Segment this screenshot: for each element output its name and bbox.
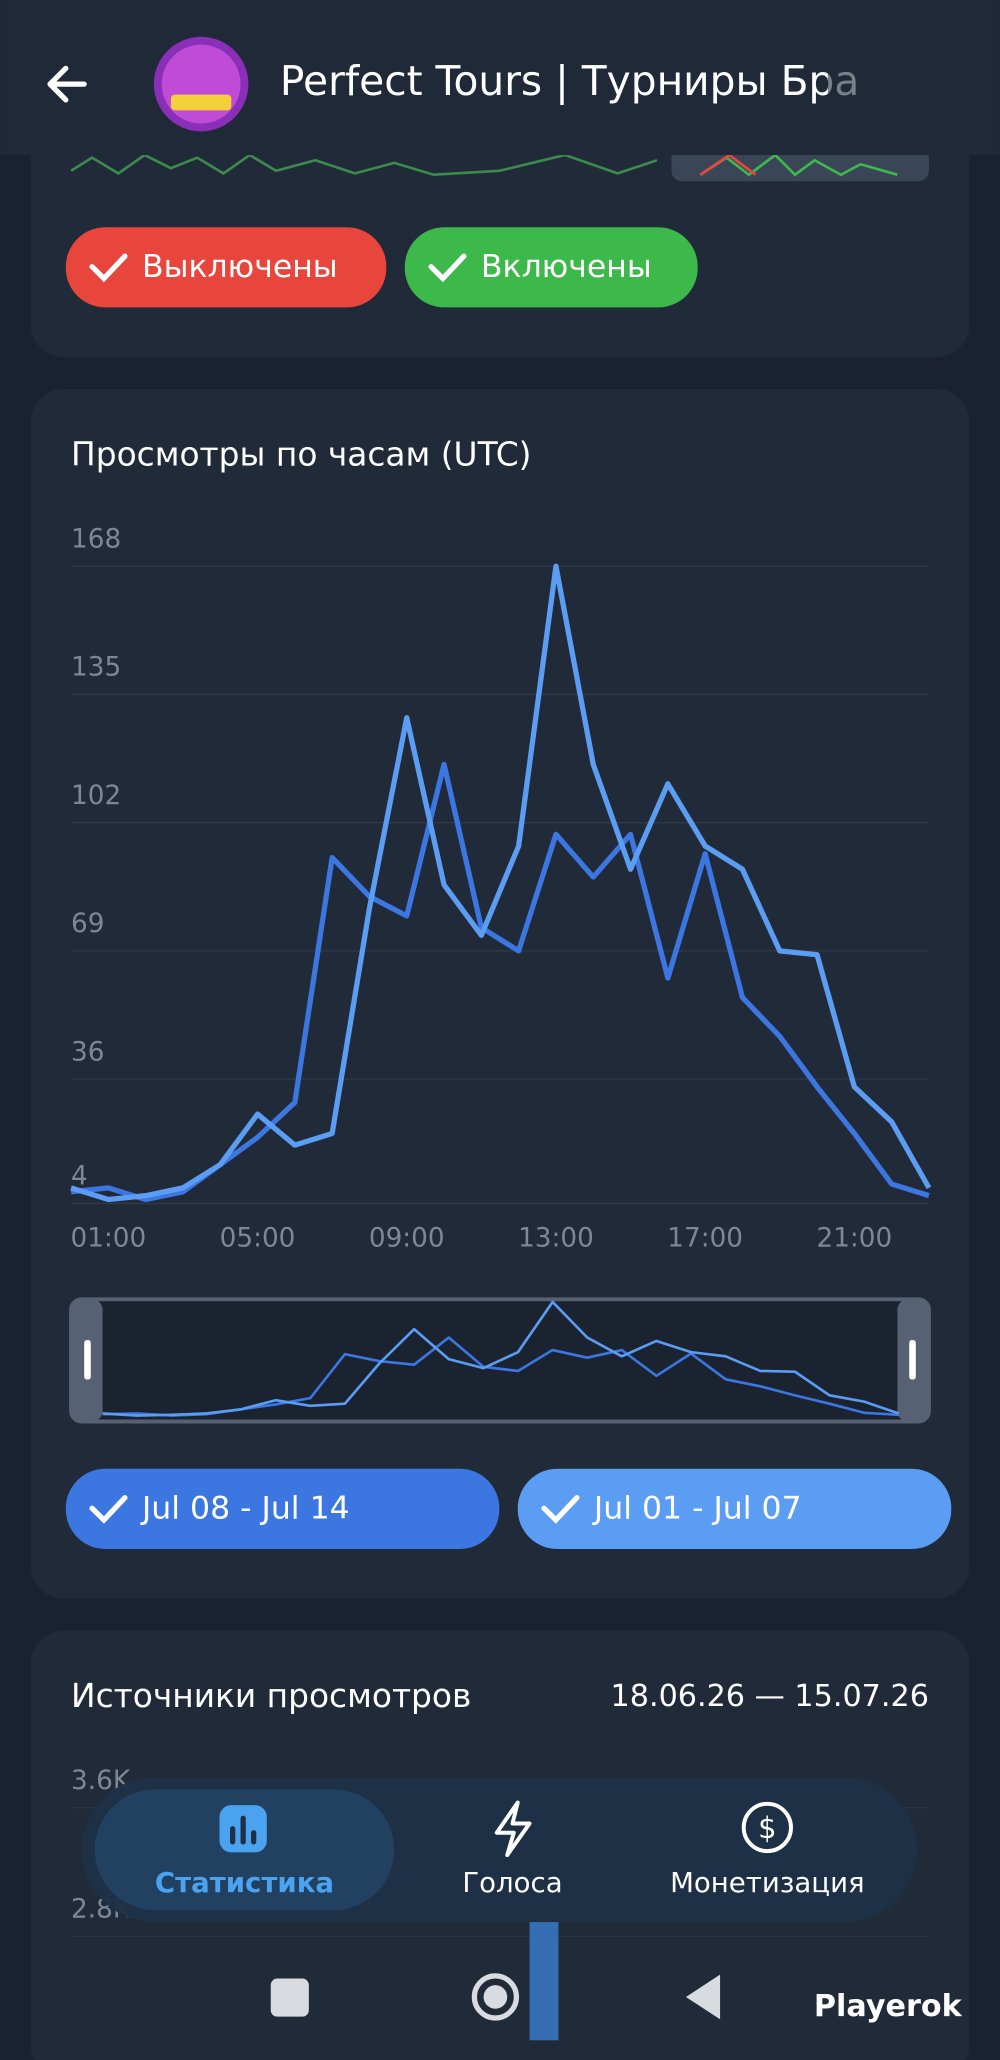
watermark: Playerok [814, 1989, 963, 2024]
back-button[interactable] [47, 65, 87, 103]
x-tick-label: 05:00 [220, 1223, 296, 1253]
x-tick-label: 09:00 [369, 1223, 445, 1253]
legend-item[interactable]: Jul 08 - Jul 14 [65, 1468, 500, 1549]
tab-label[interactable]: Голоса [462, 1866, 562, 1899]
y-tick-label: 168 [71, 524, 121, 554]
y-tick-label: 4 [71, 1162, 88, 1192]
plot: 4 36 69 102 135 168 01:00 05:00 09:00 13:00 17:00 2… [70, 524, 932, 1253]
chip-label: Включены [481, 249, 652, 285]
check-icon [428, 253, 467, 283]
tab-label[interactable]: Статистика [155, 1866, 334, 1899]
home-button[interactable] [471, 1973, 520, 2021]
chip[interactable] [404, 227, 698, 308]
mini-chart-decor [699, 153, 898, 177]
title-fade [827, 26, 894, 142]
filter-on[interactable]: Включены [404, 227, 698, 308]
section-title: Источники просмотров [71, 1677, 471, 1715]
navigator-lines [102, 1300, 900, 1417]
y-tick-label: 102 [71, 781, 121, 811]
check-icon [89, 1495, 128, 1524]
chart-title: Просмотры по часам (UTC) [71, 435, 531, 473]
chip-label: Выключены [142, 249, 338, 285]
y-tick-label: 36 [71, 1037, 104, 1067]
back-nav-button[interactable] [685, 1974, 721, 2020]
money-icon[interactable] [741, 1801, 793, 1854]
avatar-inner [161, 44, 241, 124]
legend-chip[interactable] [65, 1468, 500, 1549]
tab-label[interactable]: Монетизация [670, 1866, 865, 1899]
legend-item[interactable]: Jul 01 - Jul 07 [517, 1468, 952, 1549]
avatar-logo [170, 94, 232, 111]
scroll-indicator [529, 1922, 559, 2041]
votes-icon[interactable] [494, 1800, 532, 1858]
filter-off[interactable]: Выключены [65, 227, 387, 308]
mini-chart-decor [70, 153, 658, 177]
y-tick-label: 69 [71, 909, 104, 939]
navigator-line [102, 1300, 900, 1417]
handle-grip [84, 1340, 91, 1380]
x-tick-label: 21:00 [816, 1223, 892, 1253]
legend-label: Jul 08 - Jul 14 [140, 1491, 350, 1527]
series-line [70, 563, 932, 1203]
chip[interactable] [65, 227, 387, 308]
handle-grip [909, 1340, 916, 1380]
x-tick-label: 17:00 [667, 1223, 743, 1253]
y-tick-label: 135 [71, 653, 121, 683]
home-dot [483, 1985, 508, 2009]
money-symbol: $ [758, 1811, 776, 1845]
x-tick-label: 01:00 [71, 1223, 147, 1253]
stats-icon-bars [230, 1815, 257, 1845]
channel-title: Perfect Tours | Турниры Бра [280, 57, 859, 105]
card [30, 388, 970, 1599]
check-icon [89, 253, 128, 283]
date-range: 18.06.26 — 15.07.26 [611, 1679, 929, 1714]
legend-chip[interactable] [517, 1468, 952, 1549]
check-icon [541, 1495, 580, 1524]
recents-button[interactable] [270, 1978, 309, 2017]
legend-label: Jul 01 - Jul 07 [592, 1491, 802, 1527]
x-tick-label: 13:00 [518, 1223, 594, 1253]
legend: Jul 08 - Jul 14 Jul 01 - Jul 07 [65, 1468, 952, 1549]
